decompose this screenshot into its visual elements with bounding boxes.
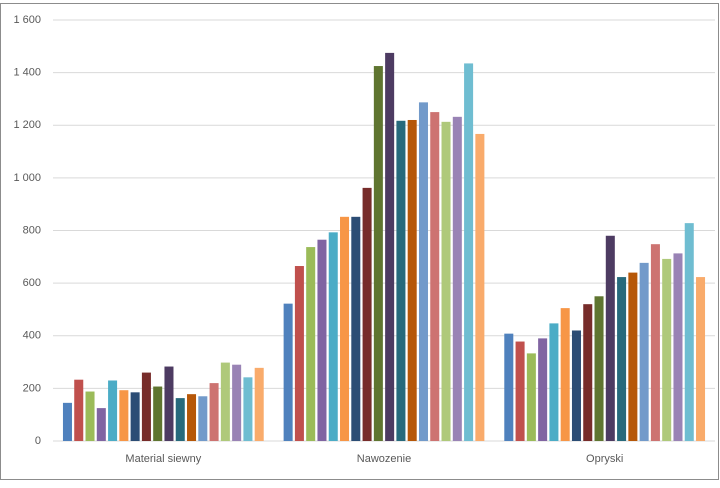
bar [141, 372, 151, 441]
bar [175, 398, 185, 441]
x-tick-label: Material siewny [125, 453, 201, 465]
y-tick-label: 600 [23, 277, 41, 289]
y-tick-label: 1 600 [13, 14, 41, 26]
x-tick-label: Nawozenie [357, 453, 411, 465]
bar [549, 323, 559, 441]
y-tick-label: 200 [23, 382, 41, 394]
bar [209, 383, 219, 441]
bar [464, 63, 474, 442]
bar [430, 112, 440, 441]
bar [243, 377, 253, 441]
bar [362, 187, 372, 441]
bar [662, 258, 672, 441]
bar [85, 391, 95, 441]
bar [62, 402, 72, 441]
bar [441, 121, 451, 441]
y-tick-label: 800 [23, 224, 41, 236]
bar [407, 119, 417, 442]
bar [130, 392, 140, 441]
bar [153, 386, 163, 441]
bar [220, 362, 230, 441]
bar [504, 333, 514, 441]
bar [283, 303, 293, 441]
bar [328, 232, 338, 441]
bar [639, 262, 649, 441]
bar [164, 366, 174, 441]
bar [515, 341, 525, 441]
bar [452, 116, 462, 441]
y-tick-label: 0 [35, 435, 41, 447]
bar [254, 367, 264, 441]
bar [294, 266, 304, 441]
bar [538, 338, 548, 441]
y-tick-label: 400 [23, 330, 41, 342]
bar [475, 133, 485, 442]
y-tick-label: 1 400 [13, 67, 41, 79]
bar [571, 330, 581, 441]
bar [673, 253, 683, 441]
bar [396, 120, 406, 441]
bar [560, 308, 570, 441]
bar [232, 364, 242, 441]
bar [351, 216, 361, 441]
bar [605, 235, 615, 441]
bar [526, 353, 536, 441]
bar [340, 216, 350, 441]
bar [317, 239, 327, 441]
x-tick-label: Opryski [586, 453, 623, 465]
y-tick-label: 1 000 [13, 172, 41, 184]
bar [696, 277, 706, 441]
bar [373, 66, 383, 441]
bar [108, 380, 118, 441]
bar [594, 296, 604, 441]
bar [617, 277, 627, 441]
bar [583, 304, 593, 441]
bar [306, 247, 316, 441]
bar [650, 244, 660, 441]
bar [628, 272, 638, 441]
bar [187, 394, 197, 441]
bar [418, 102, 428, 441]
bar [198, 396, 208, 441]
bar [74, 379, 84, 441]
bar [96, 408, 106, 441]
bar [684, 223, 694, 441]
y-tick-label: 1 200 [13, 119, 41, 131]
bar [119, 390, 129, 441]
bar [385, 52, 395, 441]
